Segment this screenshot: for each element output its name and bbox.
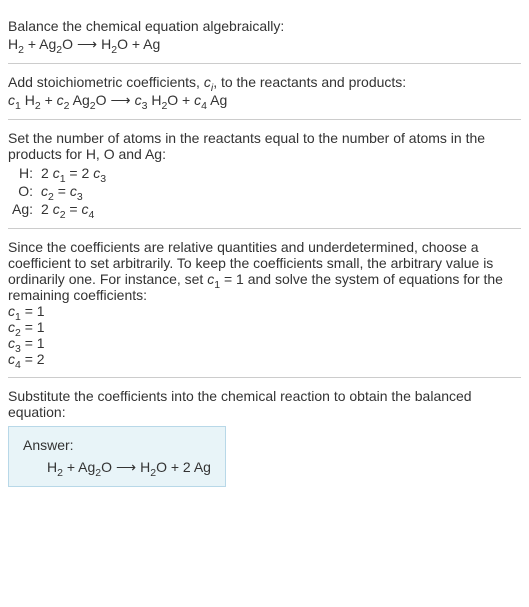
- answer-label: Answer:: [23, 437, 211, 453]
- balance-equation: 2 c2 = c4: [37, 200, 110, 218]
- table-row: Ag:2 c2 = c4: [8, 200, 110, 218]
- eq-p1a: H: [101, 36, 111, 52]
- eq-r2b: O: [62, 36, 73, 52]
- arrow-icon: ⟶: [73, 36, 101, 52]
- eq2-r2b: O: [96, 92, 107, 108]
- c2: c: [57, 92, 64, 108]
- ans-plus1: +: [63, 459, 78, 475]
- eq-r2a: Ag: [39, 36, 56, 52]
- eq2-r2a: Ag: [73, 92, 90, 108]
- section4-title: Since the coefficients are relative quan…: [8, 239, 521, 303]
- ans-r2b: O: [101, 459, 112, 475]
- eq-p1b: O: [117, 36, 128, 52]
- atom-balance-table: H:2 c1 = 2 c3O:c2 = c3Ag:2 c2 = c4: [8, 164, 110, 218]
- section-stoichiometric: Add stoichiometric coefficients, ci, to …: [8, 64, 521, 120]
- section-answer: Substitute the coefficients into the che…: [8, 378, 521, 497]
- section5-title: Substitute the coefficients into the che…: [8, 388, 521, 420]
- coefficient-line: c1 = 1: [8, 303, 521, 319]
- ans-r2a: Ag: [78, 459, 95, 475]
- answer-box: Answer: H2 + Ag2O⟶H2O + 2 Ag: [8, 426, 226, 487]
- coefficient-line: c3 = 1: [8, 335, 521, 351]
- section3-title: Set the number of atoms in the reactants…: [8, 130, 521, 162]
- section-atom-balance: Set the number of atoms in the reactants…: [8, 120, 521, 229]
- s2-title-a: Add stoichiometric coefficients,: [8, 74, 204, 90]
- ans-r1: H: [47, 459, 57, 475]
- answer-equation: H2 + Ag2O⟶H2O + 2 Ag: [23, 459, 211, 476]
- eq-p2: Ag: [143, 36, 160, 52]
- solve-lines: c1 = 1c2 = 1c3 = 1c4 = 2: [8, 303, 521, 367]
- eq2-p1a: H: [151, 92, 161, 108]
- section1-equation: H2 + Ag2O⟶H2O + Ag: [8, 36, 521, 53]
- table-row: O:c2 = c3: [8, 182, 110, 200]
- eq2-plus2: +: [178, 92, 194, 108]
- eq2-p1b: O: [167, 92, 178, 108]
- eq-plus1: +: [24, 36, 39, 52]
- section2-title: Add stoichiometric coefficients, ci, to …: [8, 74, 521, 90]
- s2-title-b: , to the reactants and products:: [213, 74, 406, 90]
- ans-p2: Ag: [194, 459, 211, 475]
- c1: c: [8, 92, 15, 108]
- ans-plus2: + 2: [167, 459, 194, 475]
- arrow-icon-3: ⟶: [112, 459, 140, 475]
- element-label: Ag:: [8, 200, 37, 218]
- c2-sub: 2: [64, 100, 70, 112]
- section1-title: Balance the chemical equation algebraica…: [8, 18, 521, 34]
- coefficient-line: c4 = 2: [8, 351, 521, 367]
- c3: c: [135, 92, 142, 108]
- coefficient-line: c2 = 1: [8, 319, 521, 335]
- eq2-plus1: +: [41, 92, 57, 108]
- balance-equation: 2 c1 = 2 c3: [37, 164, 110, 182]
- section-balance-title: Balance the chemical equation algebraica…: [8, 8, 521, 64]
- section-solve: Since the coefficients are relative quan…: [8, 229, 521, 378]
- ans-p1a: H: [140, 459, 150, 475]
- eq2-r1: H: [25, 92, 35, 108]
- eq-r1: H: [8, 36, 18, 52]
- eq2-p2: Ag: [210, 92, 227, 108]
- s2-title-c: c: [204, 74, 211, 90]
- element-label: H:: [8, 164, 37, 182]
- table-row: H:2 c1 = 2 c3: [8, 164, 110, 182]
- ans-p1b: O: [156, 459, 167, 475]
- arrow-icon-2: ⟶: [107, 92, 135, 108]
- element-label: O:: [8, 182, 37, 200]
- eq-plus2: +: [128, 36, 143, 52]
- section2-equation: c1 H2 + c2 Ag2O⟶c3 H2O + c4 Ag: [8, 92, 521, 109]
- c1-sub: 1: [15, 100, 21, 112]
